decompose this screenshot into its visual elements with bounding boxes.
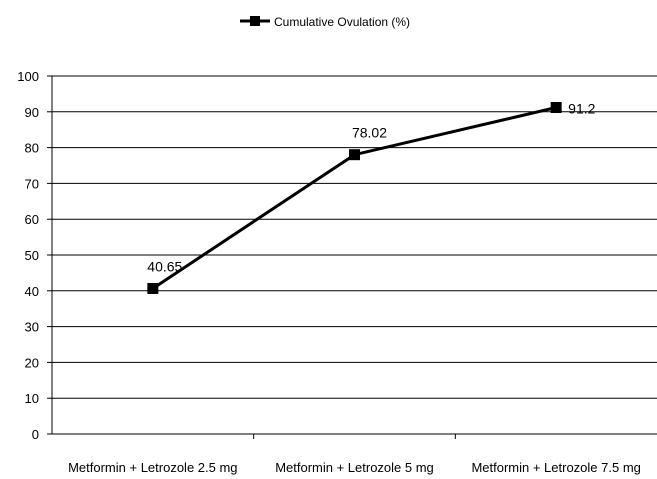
y-tick-label-70: 70 bbox=[25, 176, 39, 191]
y-tick-label-30: 30 bbox=[25, 320, 39, 335]
y-tick-label-80: 80 bbox=[25, 141, 39, 156]
x-tick-labels: Metformin + Letrozole 2.5 mg Metformin + … bbox=[68, 460, 641, 475]
y-tick-label-0: 0 bbox=[32, 427, 39, 442]
y-tick-labels: 0 10 20 30 40 50 60 70 80 90 100 bbox=[17, 69, 39, 442]
x-tick-label-1: Metformin + Letrozole 2.5 mg bbox=[68, 460, 237, 475]
data-label-2: 78.02 bbox=[352, 125, 387, 141]
data-point-3 bbox=[550, 102, 562, 114]
series-group bbox=[147, 102, 562, 294]
legend: Cumulative Ovulation (%) bbox=[240, 15, 410, 29]
legend-label: Cumulative Ovulation (%) bbox=[274, 15, 410, 29]
data-labels: 40.65 78.02 91.2 bbox=[147, 101, 595, 275]
y-tick-label-100: 100 bbox=[17, 69, 39, 84]
data-point-1 bbox=[147, 282, 159, 294]
x-tick-label-2: Metformin + Letrozole 5 mg bbox=[275, 460, 434, 475]
y-tick-label-50: 50 bbox=[25, 248, 39, 263]
legend-marker-swatch bbox=[250, 16, 260, 26]
data-point-2 bbox=[349, 149, 360, 161]
data-label-1: 40.65 bbox=[147, 258, 182, 274]
y-tick-label-90: 90 bbox=[25, 105, 39, 120]
axes bbox=[47, 75, 657, 439]
y-tick-label-40: 40 bbox=[25, 284, 39, 299]
y-tick-label-10: 10 bbox=[25, 391, 39, 406]
y-tick-label-60: 60 bbox=[25, 212, 39, 227]
x-tick-label-3: Metformin + Letrozole 7.5 mg bbox=[471, 460, 640, 475]
y-tick-label-20: 20 bbox=[25, 355, 39, 370]
data-label-3: 91.2 bbox=[568, 101, 595, 117]
